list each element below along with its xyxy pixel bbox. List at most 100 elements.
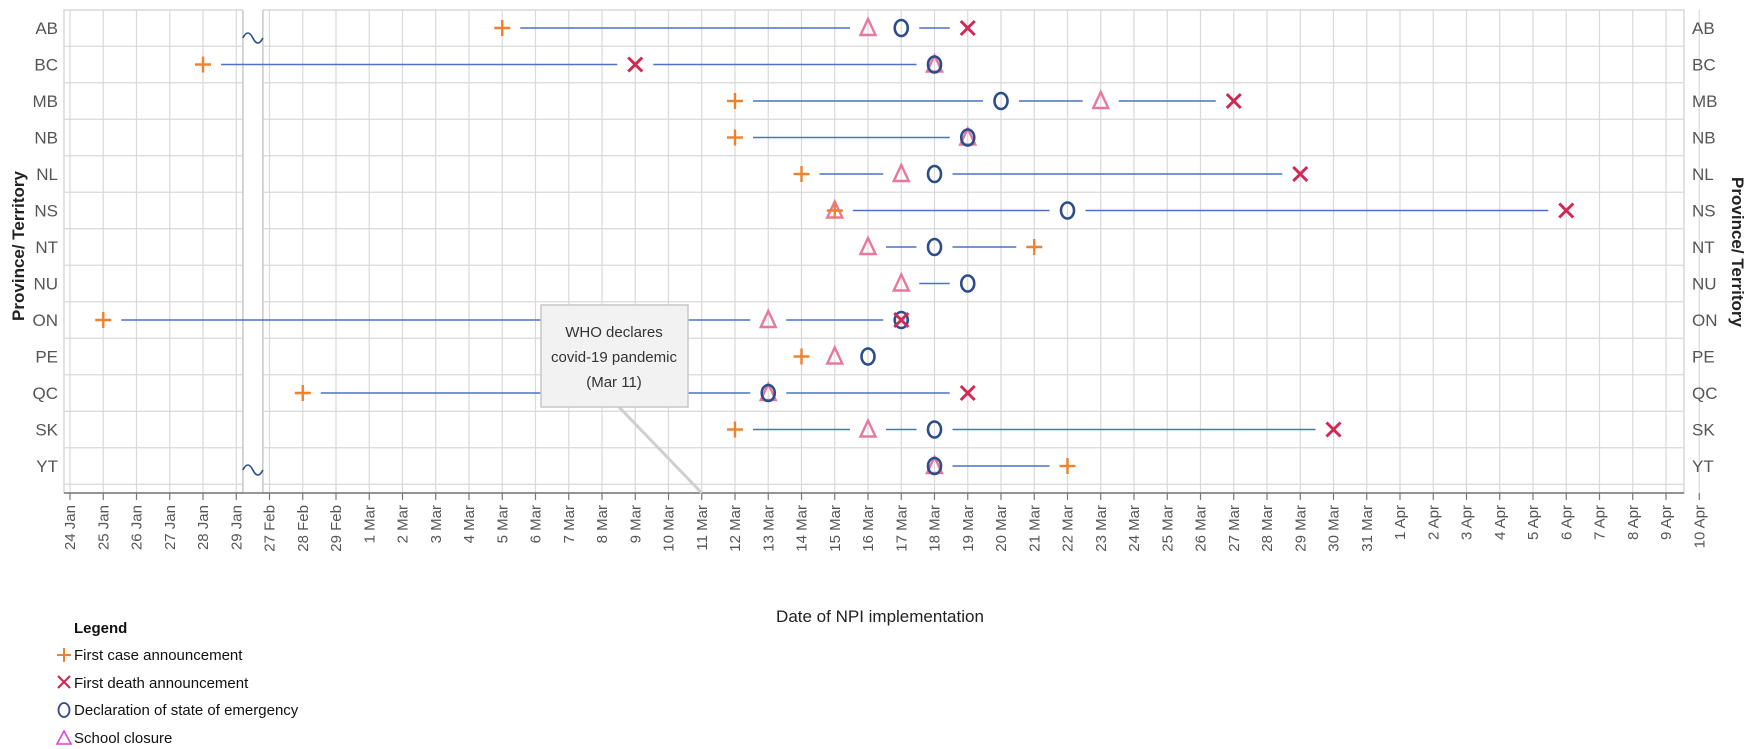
x-stroke-b xyxy=(1325,421,1342,438)
first-case-mark xyxy=(826,202,843,219)
first-death-mark xyxy=(627,56,644,73)
first-case-mark xyxy=(494,20,511,36)
x-tick-label: 26 Jan xyxy=(129,505,146,550)
row-label-left: NS xyxy=(34,202,58,221)
x-tick-label: 24 Mar xyxy=(1126,505,1143,552)
annotation-line-1: WHO declares xyxy=(565,324,663,341)
row-label-left: YT xyxy=(36,457,58,476)
first-death-mark xyxy=(1292,165,1309,183)
x-tick-label: 22 Mar xyxy=(1060,505,1077,552)
axis-labels: 24 Jan 25 Jan 26 Jan 27 Jan 28 Jan 29 Jan 27 F… xyxy=(33,19,1718,552)
state-of-emergency-mark xyxy=(926,164,943,184)
x-icon xyxy=(57,675,71,689)
x-tick-label: 28 Mar xyxy=(1259,505,1276,552)
first-case-mark xyxy=(95,312,112,328)
x-tick-label: 2 Mar xyxy=(395,505,412,543)
legend-title: Legend xyxy=(74,620,127,637)
x-tick-label: 27 Mar xyxy=(1226,505,1243,552)
circle-icon xyxy=(57,702,71,718)
first-death-mark xyxy=(959,384,976,402)
x-tick-label: 20 Mar xyxy=(993,505,1010,552)
state-of-emergency-mark xyxy=(926,420,943,439)
school-closure-mark xyxy=(858,235,878,256)
first-death-mark xyxy=(893,311,910,329)
school-closure-mark xyxy=(891,271,911,292)
x-stroke-b xyxy=(1558,202,1575,219)
legend-item-first-case: First case announcement xyxy=(57,647,243,664)
x-tick-label: 31 Mar xyxy=(1359,505,1376,552)
annotation-line-2: covid-19 pandemic xyxy=(551,349,677,366)
first-case-mark xyxy=(1059,458,1076,474)
y-axis-title-right: Province/ Territory xyxy=(1728,177,1747,327)
x-tick-label: 1 Mar xyxy=(361,505,378,543)
school-closure-mark xyxy=(858,417,878,438)
row-label-left: NT xyxy=(35,238,58,257)
x-stroke-b xyxy=(959,19,976,37)
y-axis-title-left: Province/ Territory xyxy=(9,171,28,321)
x-tick-label: 29 Feb xyxy=(328,505,345,552)
first-case-mark xyxy=(727,421,743,438)
x-stroke-b xyxy=(1225,92,1242,110)
row-label-left: PE xyxy=(35,348,58,367)
first-case-mark xyxy=(294,385,311,401)
row-label-left: SK xyxy=(35,421,58,440)
row-label-right: NS xyxy=(1692,202,1716,221)
state-of-emergency-mark xyxy=(893,310,910,330)
x-tick-label: 13 Mar xyxy=(760,505,777,552)
x-tick-label: 14 Mar xyxy=(794,505,811,552)
break-symbol-icon xyxy=(242,464,264,476)
first-case-mark xyxy=(793,348,810,365)
axis-break-gap xyxy=(242,8,263,495)
annotation-box xyxy=(540,304,689,408)
row-label-left: AB xyxy=(35,19,58,38)
x-tick-label: 28 Jan xyxy=(195,505,212,550)
state-of-emergency-mark xyxy=(993,91,1009,111)
legend-item-state-of-emergency: Declaration of state of emergency xyxy=(57,702,299,719)
state-of-emergency-mark xyxy=(860,347,876,366)
x-tick-label: 26 Mar xyxy=(1193,505,1210,552)
plus-icon xyxy=(57,648,71,662)
x-tick-label: 6 Apr xyxy=(1558,505,1575,540)
legend-label: Declaration of state of emergency xyxy=(74,702,299,719)
school-closure-mark xyxy=(825,344,845,365)
legend-item-school-closure: School closure xyxy=(55,729,172,747)
x-tick-label: 3 Apr xyxy=(1459,505,1476,540)
x-tick-label: 8 Apr xyxy=(1625,505,1642,540)
row-label-left: QC xyxy=(33,384,59,403)
row-label-left: NB xyxy=(34,129,58,148)
x-tick-label: 30 Mar xyxy=(1326,505,1343,552)
first-death-mark xyxy=(959,19,976,37)
grid-layer xyxy=(63,8,1700,495)
x-tick-label: 1 Apr xyxy=(1392,505,1409,540)
x-stroke-b xyxy=(627,56,644,73)
first-death-mark xyxy=(1325,421,1342,438)
row-label-right: PE xyxy=(1692,348,1715,367)
x-tick-label: 9 Mar xyxy=(627,505,644,543)
x-tick-label: 21 Mar xyxy=(1026,505,1043,552)
x-tick-label: 18 Mar xyxy=(927,505,944,552)
x-tick-label: 19 Mar xyxy=(960,505,977,552)
row-label-right: MB xyxy=(1692,92,1718,111)
x-tick-label: 16 Mar xyxy=(860,505,877,552)
row-label-left: ON xyxy=(33,311,59,330)
first-case-mark xyxy=(793,166,810,182)
row-label-left: NU xyxy=(33,275,58,294)
row-label-left: MB xyxy=(33,92,59,111)
x-tick-label: 23 Mar xyxy=(1093,505,1110,552)
annotation-pointer xyxy=(616,404,703,495)
x-tick-label: 28 Feb xyxy=(295,505,312,552)
x-tick-label: 2 Apr xyxy=(1425,505,1442,540)
x-tick-label: 25 Jan xyxy=(95,505,112,550)
legend: Legend First case announcement First dea… xyxy=(55,620,299,747)
legend-label: First case announcement xyxy=(74,647,243,664)
x-tick-label: 12 Mar xyxy=(727,505,744,552)
annotation-line-3: (Mar 11) xyxy=(586,374,642,391)
legend-label: School closure xyxy=(74,730,172,747)
row-label-right: QC xyxy=(1692,384,1718,403)
x-tick-label: 7 Apr xyxy=(1592,505,1609,540)
x-tick-label: 24 Jan xyxy=(62,505,79,550)
x-stroke-b xyxy=(1292,165,1309,183)
row-label-right: YT xyxy=(1692,457,1714,476)
row-label-left: BC xyxy=(34,56,58,75)
